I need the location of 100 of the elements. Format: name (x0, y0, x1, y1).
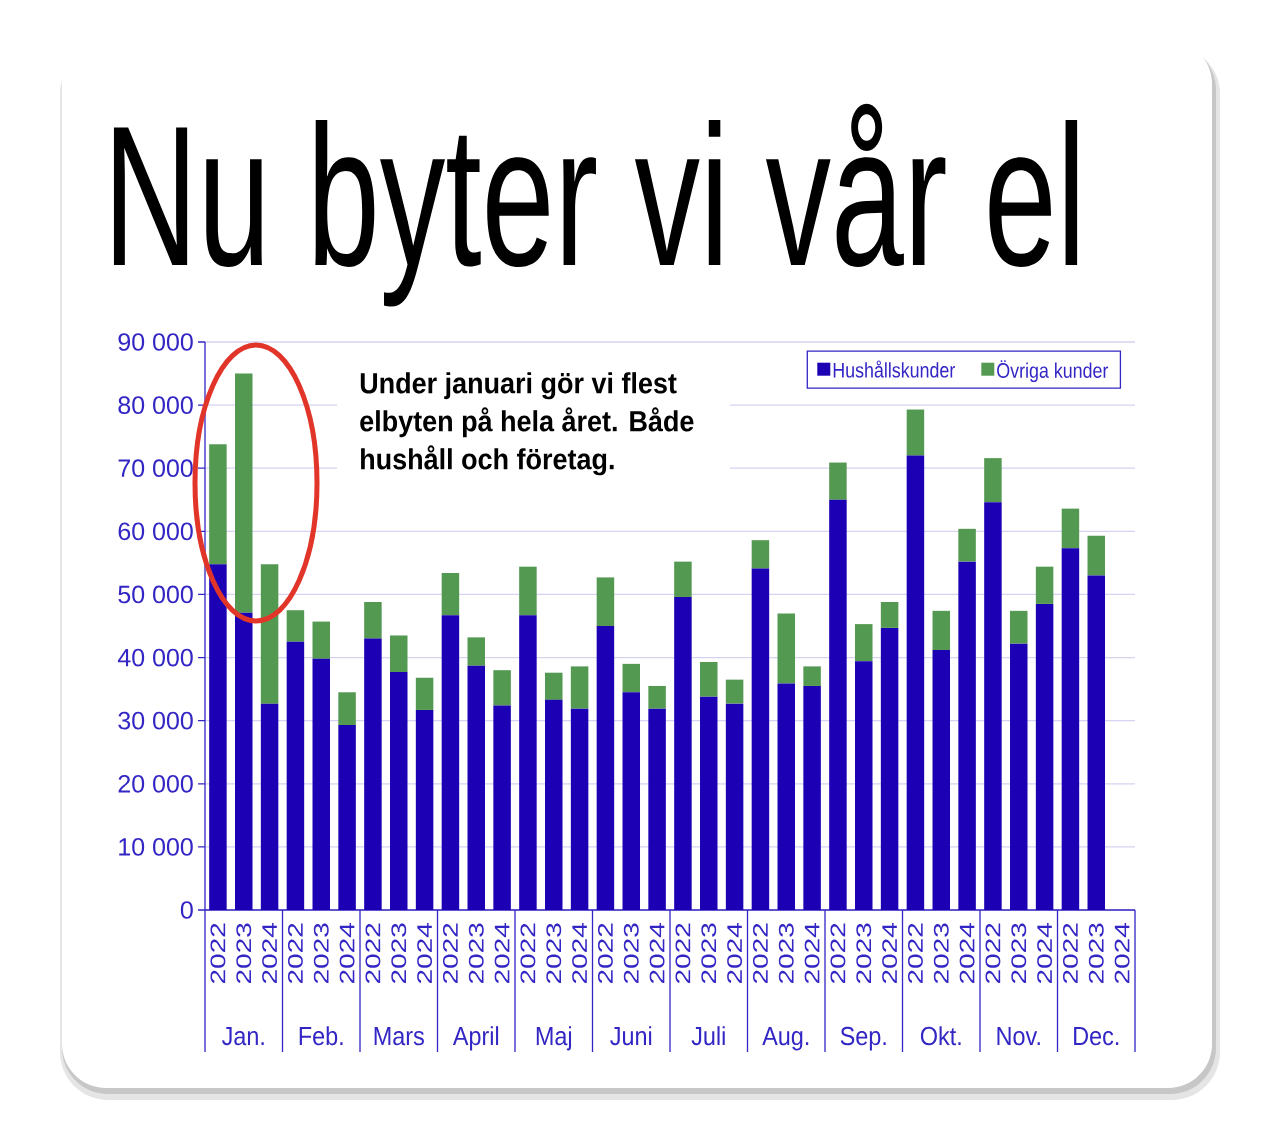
text: April (452, 1026, 499, 1051)
bar (390, 635, 408, 673)
bar (648, 685, 666, 709)
x-tick-label: 2022 (365, 923, 381, 984)
bar (1010, 610, 1028, 644)
x-tick-label: 2023 (546, 923, 562, 984)
bar (1061, 548, 1080, 910)
y-tick-label: 10 000 (119, 838, 193, 856)
x-tick-label: 2023 (701, 923, 717, 984)
x-tick-label: 2022 (287, 923, 303, 984)
y-tick-label: 60 000 (118, 522, 193, 541)
bar (751, 568, 770, 910)
bar (906, 455, 925, 910)
x-tick-label: 2024 (649, 923, 665, 984)
text: Mars (374, 1027, 424, 1046)
x-tick-label: 2024 (494, 923, 510, 984)
bar (958, 528, 976, 562)
x-tick-label: 2023 (391, 923, 407, 984)
x-tick-label: 2024 (882, 923, 898, 984)
bar (1087, 535, 1106, 576)
text: Maj (536, 1026, 572, 1051)
bar (415, 677, 434, 710)
x-tick-label: 2022 (830, 923, 846, 984)
x-tick-label: 2024 (1114, 923, 1130, 984)
legend-label: Hushållskunder (833, 360, 955, 378)
bar (493, 670, 511, 706)
x-tick-label: 2022 (598, 923, 613, 984)
bar (364, 602, 382, 639)
bar (286, 610, 305, 642)
legend-label: Övriga kunder (997, 360, 1109, 383)
x-tick-label: 2023 (468, 923, 484, 984)
bar (209, 444, 227, 565)
text: Dec. (1074, 1027, 1119, 1046)
x-tick-label: 2023 (1011, 923, 1027, 984)
bar (519, 566, 537, 616)
bar (700, 696, 718, 910)
bar (519, 615, 537, 910)
bar (674, 596, 692, 910)
bar (415, 709, 434, 910)
bar (545, 699, 563, 910)
x-tick-label: 2024 (339, 923, 355, 984)
bar (1087, 575, 1106, 910)
x-tick-label: 2023 (623, 923, 639, 984)
bar (570, 708, 589, 910)
bar (700, 661, 718, 697)
x-tick-label: 2024 (417, 923, 433, 984)
annotation: Under januari gör vi flest elbyten på hela året. Både hushåll och företag. (360, 372, 694, 476)
chart-title: Nu byter vi vår el (113, 103, 1078, 307)
bar (338, 725, 356, 910)
bar (751, 540, 770, 569)
bar (286, 641, 305, 910)
y-tick-label: 20 000 (118, 774, 193, 793)
bar (260, 703, 279, 910)
bar (209, 564, 227, 910)
x-tick-label: 2024 (727, 923, 743, 984)
bar (596, 577, 615, 626)
bar (803, 685, 821, 910)
bar (312, 658, 330, 910)
x-tick-label: 2023 (778, 923, 794, 984)
bar (1035, 603, 1054, 910)
bar (545, 672, 563, 700)
bar (803, 666, 821, 686)
y-tick-label: 40 000 (117, 648, 193, 667)
bar (260, 564, 279, 704)
text: Okt. (920, 1026, 961, 1046)
text: Juli (691, 1026, 725, 1046)
text: Juni (610, 1026, 652, 1046)
bar (777, 613, 796, 684)
bar (855, 624, 873, 662)
bar (622, 692, 641, 910)
x-tick-label: 2024 (804, 923, 820, 984)
y-tick-label: 30 000 (118, 711, 193, 730)
bar (829, 499, 847, 910)
x-tick-label: 2023 (856, 923, 872, 984)
bar (984, 458, 1002, 503)
text: Nov. (997, 1027, 1040, 1046)
bar (441, 615, 460, 910)
bar (932, 610, 951, 650)
x-tick-label: 2022 (675, 923, 691, 984)
bar (1010, 643, 1028, 910)
bar (880, 627, 899, 910)
x-tick-label: 2022 (908, 923, 923, 984)
bar (932, 649, 951, 910)
bar (441, 572, 460, 616)
x-tick-label: 2022 (1063, 923, 1078, 984)
bar (596, 626, 615, 910)
bar (829, 462, 847, 500)
y-tick-label: 90 000 (118, 333, 193, 351)
bar (1061, 508, 1080, 549)
x-tick-label: 2024 (262, 923, 278, 984)
bar (880, 602, 899, 628)
x-tick-label: 2024 (572, 923, 588, 984)
x-tick-label: 2022 (520, 923, 536, 984)
x-tick-label: 2023 (236, 923, 252, 984)
x-tick-label: 2024 (959, 923, 975, 984)
bar (674, 561, 692, 597)
x-tick-label: 2022 (210, 923, 226, 984)
bar (312, 621, 330, 659)
y-tick-label: 0 (180, 901, 193, 919)
bar (493, 705, 511, 910)
